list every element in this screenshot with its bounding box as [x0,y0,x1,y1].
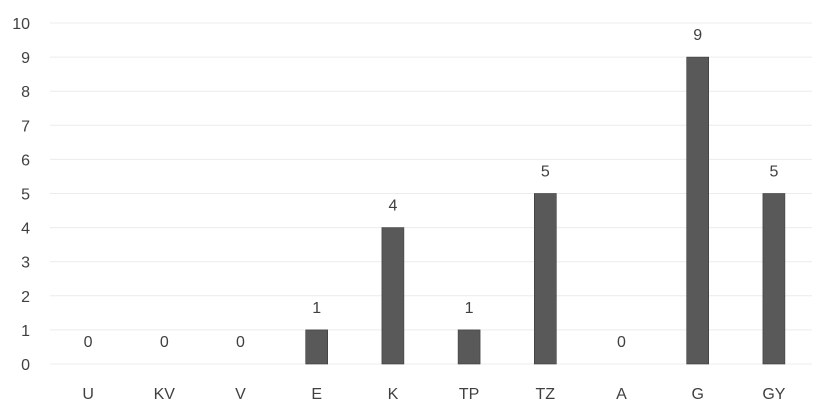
y-tick-label: 4 [21,221,30,238]
y-tick-label: 3 [21,255,30,272]
category-label-u: U [82,386,94,403]
data-label-kv: 0 [160,334,169,351]
data-label-tz: 5 [541,164,550,181]
bar-g [686,56,710,365]
y-tick-label: 8 [21,84,30,101]
category-label-v: V [235,386,246,403]
data-labels: 0 0 0 1 4 1 5 0 9 5 [84,27,779,351]
data-label-u: 0 [84,334,93,351]
bar-tp [457,329,481,365]
data-label-g: 9 [693,27,702,44]
y-tick-label: 9 [21,50,30,67]
bar-tz [533,193,557,365]
data-label-e: 1 [312,300,321,317]
category-label-e: E [311,386,322,403]
y-tick-label: 7 [21,118,30,135]
bar-gy [762,193,786,365]
y-tick-label: 5 [21,187,30,204]
y-tick-label: 10 [12,16,30,33]
y-tick-label: 2 [21,289,30,306]
bar-e [305,329,329,365]
category-label-kv: KV [154,386,176,403]
y-tick-label: 0 [21,357,30,374]
y-tick-label: 1 [21,323,30,340]
x-axis-categories: U KV V E K TP TZ A G GY [82,386,785,403]
category-label-tp: TP [459,386,479,403]
category-label-k: K [388,386,399,403]
y-tick-label: 6 [21,152,30,169]
data-label-gy: 5 [769,164,778,181]
y-axis-ticks: 0 1 2 3 4 5 6 7 8 9 10 [12,16,30,374]
category-label-a: A [616,386,627,403]
category-label-tz: TZ [536,386,556,403]
data-label-k: 4 [388,198,397,215]
category-label-gy: GY [762,386,785,403]
bars [305,56,786,365]
data-label-tp: 1 [465,300,474,317]
data-label-a: 0 [617,334,626,351]
gridlines [50,22,812,365]
data-label-v: 0 [236,334,245,351]
category-label-g: G [691,386,703,403]
bar-k [381,227,405,365]
